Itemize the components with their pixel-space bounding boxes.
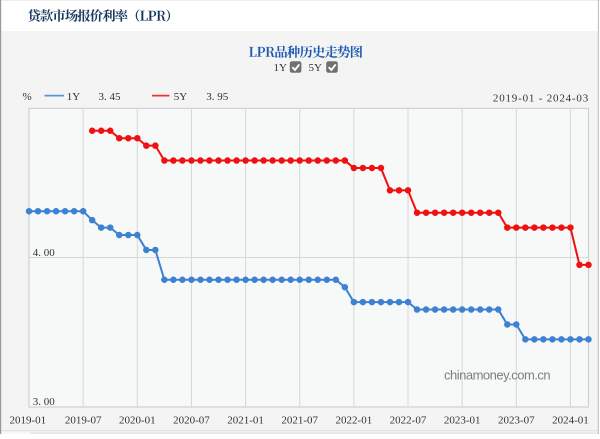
svg-text:4. 00: 4. 00 (33, 247, 56, 259)
svg-text:5Y: 5Y (309, 62, 323, 74)
svg-text:2022-01: 2022-01 (336, 415, 373, 427)
svg-text:1Y: 1Y (67, 91, 81, 103)
svg-text:2020-01: 2020-01 (119, 415, 156, 427)
svg-text:3. 00: 3. 00 (33, 396, 56, 408)
svg-text:3. 45: 3. 45 (99, 91, 122, 103)
svg-text:2019-01: 2019-01 (9, 415, 46, 427)
svg-text:2020-07: 2020-07 (173, 415, 210, 427)
svg-text:%: % (23, 91, 32, 103)
svg-text:chinamoney.com.cn: chinamoney.com.cn (444, 367, 550, 382)
svg-text:5Y: 5Y (174, 91, 188, 103)
svg-text:2022-07: 2022-07 (390, 415, 427, 427)
svg-text:2021-07: 2021-07 (281, 415, 318, 427)
svg-text:2023-07: 2023-07 (498, 415, 535, 427)
svg-text:2024-01: 2024-01 (552, 415, 589, 427)
svg-text:2021-01: 2021-01 (227, 415, 264, 427)
svg-text:3. 95: 3. 95 (206, 91, 229, 103)
svg-text:2019-07: 2019-07 (65, 415, 102, 427)
svg-text:2019-01 - 2024-03: 2019-01 - 2024-03 (493, 93, 589, 105)
svg-text:2023-01: 2023-01 (444, 415, 481, 427)
svg-text:1Y: 1Y (274, 62, 288, 74)
